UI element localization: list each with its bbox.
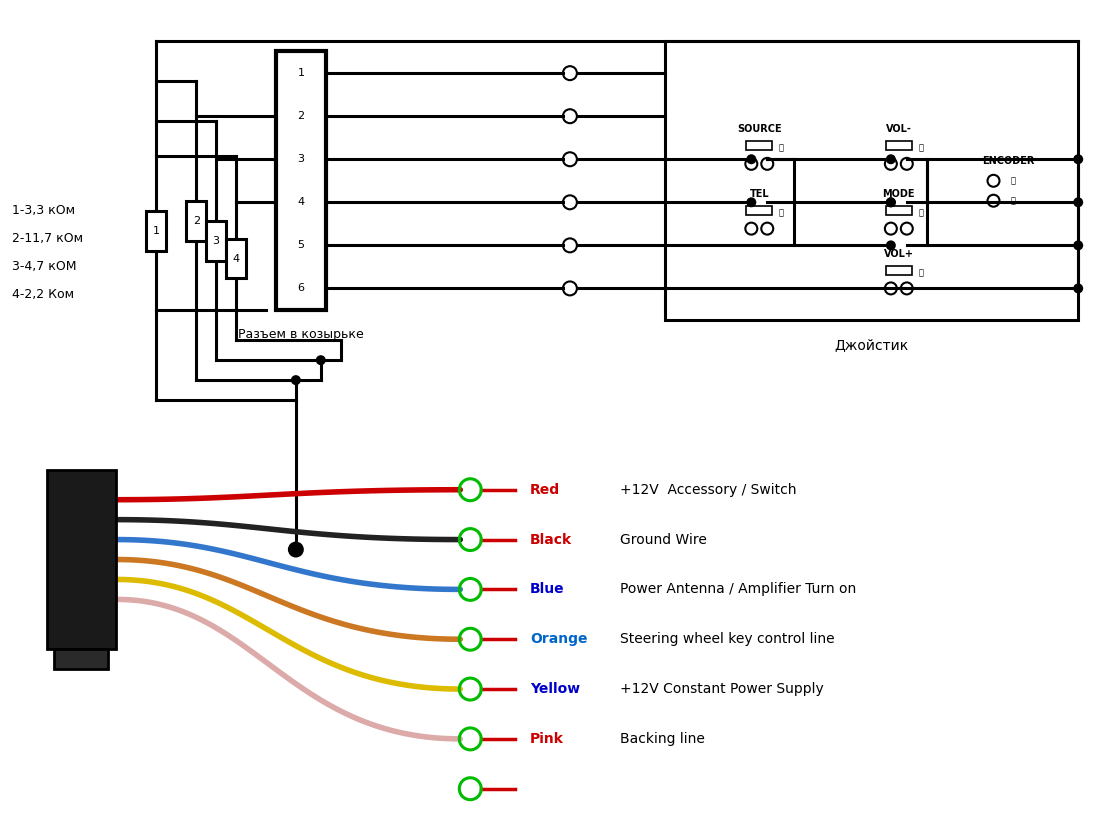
Bar <box>886 141 912 150</box>
Text: VOL-: VOL- <box>886 124 912 134</box>
Text: ⓘ: ⓘ <box>918 208 923 217</box>
Text: Blue: Blue <box>530 582 564 596</box>
Text: Джойстик: Джойстик <box>834 338 909 352</box>
Bar <box>206 220 227 261</box>
Circle shape <box>1074 197 1084 207</box>
Text: Red: Red <box>530 483 560 497</box>
Text: 2: 2 <box>297 111 305 121</box>
Circle shape <box>288 541 304 558</box>
Bar <box>146 210 166 251</box>
Text: 2: 2 <box>192 215 200 226</box>
Bar <box>276 51 326 310</box>
Bar <box>886 266 912 275</box>
Circle shape <box>886 197 895 207</box>
Bar <box>46 469 117 649</box>
Circle shape <box>746 197 757 207</box>
Bar <box>746 141 772 150</box>
Circle shape <box>886 240 895 250</box>
Text: 1: 1 <box>297 68 305 78</box>
Text: VOL+: VOL+ <box>883 248 914 258</box>
Text: ⓘ: ⓘ <box>779 144 783 153</box>
Text: Orange: Orange <box>530 632 587 646</box>
Text: Black: Black <box>530 533 572 547</box>
Text: ⓘ: ⓘ <box>1011 177 1016 186</box>
Text: ⓘ: ⓘ <box>779 208 783 217</box>
Text: Power Antenna / Amplifier Turn on: Power Antenna / Amplifier Turn on <box>619 582 856 596</box>
Text: 1-3,3 кОм: 1-3,3 кОм <box>12 204 75 217</box>
Text: Backing line: Backing line <box>619 732 705 746</box>
Text: ⓘ: ⓘ <box>1011 196 1016 205</box>
Text: 3-4,7 кОМ: 3-4,7 кОМ <box>12 260 76 273</box>
Text: Steering wheel key control line: Steering wheel key control line <box>619 632 835 646</box>
Text: 3: 3 <box>297 154 305 164</box>
Bar <box>886 206 912 215</box>
Text: ENCODER: ENCODER <box>982 156 1035 166</box>
Text: Pink: Pink <box>530 732 564 746</box>
Circle shape <box>1074 154 1084 164</box>
Circle shape <box>1074 240 1084 250</box>
Text: Yellow: Yellow <box>530 682 580 696</box>
Text: 2-11,7 кОм: 2-11,7 кОм <box>12 232 82 245</box>
Text: 6: 6 <box>297 284 305 294</box>
Text: +12V Constant Power Supply: +12V Constant Power Supply <box>619 682 824 696</box>
Text: ⓘ: ⓘ <box>918 268 923 277</box>
Text: Ground Wire: Ground Wire <box>619 533 706 547</box>
Text: ⓘ: ⓘ <box>918 144 923 153</box>
Text: 4: 4 <box>297 197 305 207</box>
Circle shape <box>886 154 895 164</box>
Circle shape <box>746 154 757 164</box>
Text: +12V  Accessory / Switch: +12V Accessory / Switch <box>619 483 796 497</box>
Bar <box>664 41 1078 320</box>
Bar <box>746 206 772 215</box>
Text: SOURCE: SOURCE <box>737 124 782 134</box>
Bar <box>227 238 246 279</box>
Circle shape <box>1074 284 1084 294</box>
Bar <box>186 200 206 241</box>
Text: 5: 5 <box>297 240 305 250</box>
Circle shape <box>886 197 895 207</box>
Text: 4-2,2 Ком: 4-2,2 Ком <box>12 288 74 301</box>
Text: Разъем в козырьке: Разъем в козырьке <box>238 328 364 342</box>
Text: TEL: TEL <box>749 189 769 199</box>
Text: 4: 4 <box>232 253 240 263</box>
Text: MODE: MODE <box>882 189 915 199</box>
Circle shape <box>316 356 326 365</box>
Text: 3: 3 <box>212 236 220 246</box>
Circle shape <box>290 375 300 385</box>
Text: 1: 1 <box>153 225 159 236</box>
Bar <box>54 649 109 669</box>
